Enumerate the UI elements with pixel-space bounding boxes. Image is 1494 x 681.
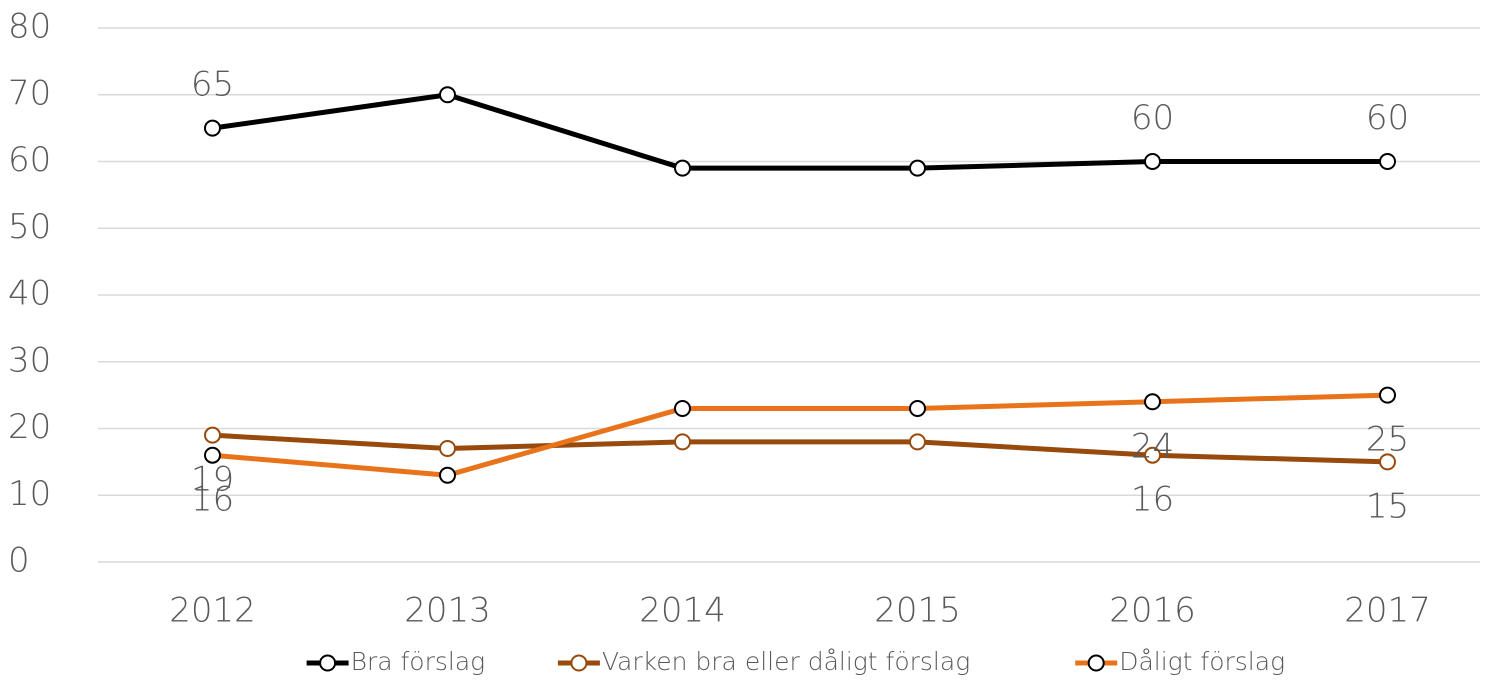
data-label: 16 bbox=[1131, 480, 1174, 520]
marker bbox=[1144, 446, 1161, 464]
x-tick-label: 2013 bbox=[404, 591, 491, 631]
x-tick-label: 2015 bbox=[874, 591, 961, 631]
data-label: 60 bbox=[1131, 98, 1174, 138]
marker bbox=[909, 433, 926, 451]
data-label: 65 bbox=[191, 65, 234, 105]
y-tick-label: 20 bbox=[8, 407, 51, 447]
x-tick-label: 2012 bbox=[169, 591, 256, 631]
legend-marker bbox=[319, 654, 337, 672]
marker bbox=[439, 440, 456, 458]
series-line bbox=[212, 92, 1388, 171]
marker bbox=[204, 426, 221, 444]
y-tick-label: 80 bbox=[8, 7, 51, 47]
data-label: 25 bbox=[1366, 420, 1409, 460]
marker bbox=[674, 433, 691, 451]
marker bbox=[204, 446, 221, 464]
data-label: 60 bbox=[1366, 98, 1409, 138]
marker bbox=[439, 466, 456, 484]
x-tick-label: 2017 bbox=[1344, 591, 1431, 631]
y-tick-label: 30 bbox=[8, 340, 51, 380]
data-label: 19 bbox=[191, 460, 234, 500]
data-label: 24 bbox=[1131, 426, 1174, 466]
data-label: 15 bbox=[1366, 486, 1409, 526]
y-tick-label: 40 bbox=[8, 274, 51, 314]
legend-label: Varken bra eller dåligt förslag bbox=[602, 647, 970, 676]
marker bbox=[1379, 153, 1396, 170]
marker bbox=[204, 119, 221, 137]
y-tick-label: 50 bbox=[8, 207, 51, 247]
series-line bbox=[212, 392, 1388, 478]
marker bbox=[674, 399, 691, 417]
marker bbox=[1379, 453, 1396, 471]
series-line bbox=[212, 432, 1388, 465]
marker bbox=[1379, 386, 1396, 404]
legend-label: Bra förslag bbox=[351, 647, 486, 676]
y-tick-label: 10 bbox=[8, 474, 51, 514]
y-tick-label: 60 bbox=[8, 140, 51, 180]
marker bbox=[909, 159, 926, 177]
y-tick-label: 0 bbox=[8, 541, 30, 581]
legend-marker bbox=[570, 654, 588, 672]
data-label: 16 bbox=[191, 480, 234, 520]
x-tick-label: 2016 bbox=[1109, 591, 1196, 631]
marker bbox=[909, 399, 926, 417]
marker bbox=[439, 86, 456, 104]
marker bbox=[1144, 393, 1161, 411]
legend-marker bbox=[1087, 654, 1105, 672]
marker bbox=[1144, 153, 1161, 170]
legend-label: Dåligt förslag bbox=[1119, 647, 1285, 676]
y-tick-label: 70 bbox=[8, 73, 51, 113]
marker bbox=[674, 159, 691, 177]
x-tick-label: 2014 bbox=[639, 591, 726, 631]
